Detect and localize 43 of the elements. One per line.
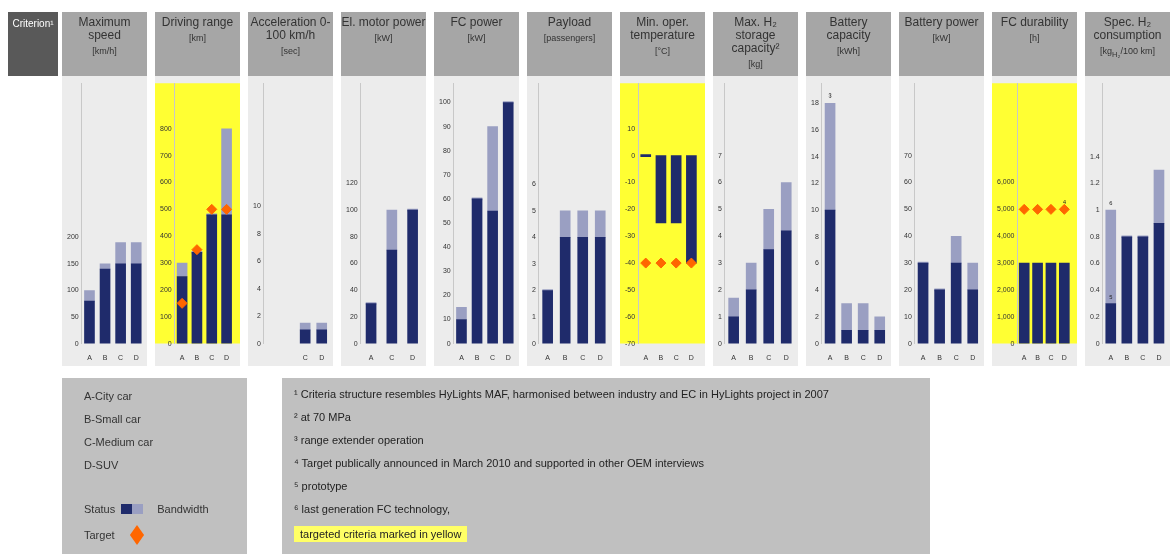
- annotation: ⁵: [1108, 292, 1113, 303]
- chart-title: Spec. H₂ consumption: [1092, 15, 1163, 42]
- chart-subtitle: [°C]: [653, 46, 672, 56]
- chart-title: Acceleration 0-100 km/h: [249, 15, 332, 42]
- text: D-SUV: [84, 459, 119, 471]
- chart-subtitle: [km]: [188, 33, 207, 43]
- chart-subtitle: [kg$_{H₂}$/100 km]: [1099, 46, 1156, 59]
- chart-subtitle: [kW]: [931, 33, 952, 43]
- chart-subtitle: [kg]: [747, 59, 764, 69]
- annotation: ⁶: [1108, 199, 1113, 210]
- text: Bandwidth: [157, 503, 209, 515]
- text: ⁴ Target publically announced in March 2010 and supported in other OEM interviews: [294, 457, 704, 469]
- annotation: ⁴: [1062, 198, 1067, 209]
- text: ² at 70 MPa: [294, 411, 351, 423]
- chart-subtitle: [h]: [1028, 33, 1041, 43]
- text: A-City car: [84, 390, 133, 402]
- text: B-Small car: [84, 413, 141, 425]
- chart-subtitle: [km/h]: [91, 46, 118, 56]
- chart-subtitle: [kWh]: [836, 46, 861, 56]
- chart-title: FC durability: [999, 15, 1070, 29]
- chart-title: Driving range: [160, 15, 235, 29]
- chart-title: El. motor power: [341, 15, 426, 29]
- chart-title: Min. oper. temperature: [629, 15, 696, 42]
- text: C-Medium car: [84, 436, 154, 448]
- chart-title: Max. H₂ storage capacity²: [730, 15, 781, 55]
- chart-subtitle: [passengers]: [542, 33, 597, 43]
- text: Status: [84, 503, 116, 515]
- chart-title: FC power: [449, 15, 504, 29]
- text: ⁵ prototype: [294, 480, 348, 492]
- text: ¹ Criteria structure resembles HyLights MAF, harmonised between industry and EC in HyLights project in 2007: [294, 388, 829, 400]
- text: ³ range extender operation: [294, 434, 424, 446]
- chart-title: Battery power: [903, 15, 980, 29]
- chart-subtitle: [sec]: [280, 46, 301, 56]
- annotation: ³: [828, 92, 832, 103]
- text: targeted criteria marked in yellow: [294, 526, 468, 542]
- text: ⁶ last generation FC technology,: [294, 503, 450, 515]
- chart-title: Payload: [546, 15, 593, 29]
- text: Target: [84, 529, 115, 541]
- chart-subtitle: [kW]: [466, 33, 487, 43]
- chart-title: Battery capacity: [825, 15, 872, 42]
- text: Criterion¹: [12, 18, 54, 29]
- chart-subtitle: [kW]: [373, 33, 394, 43]
- chart-title: Maximum speed: [77, 15, 132, 42]
